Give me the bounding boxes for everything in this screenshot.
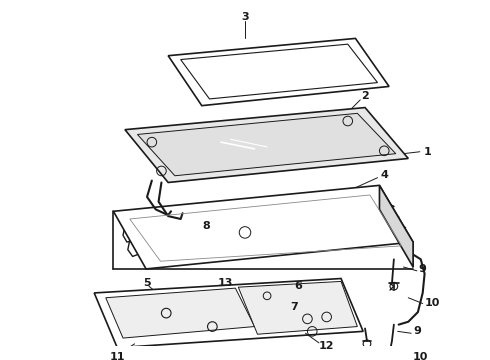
Text: 9: 9 <box>413 327 421 336</box>
Polygon shape <box>125 108 408 183</box>
Text: 10: 10 <box>425 298 440 307</box>
Text: 9: 9 <box>418 264 426 274</box>
Polygon shape <box>94 279 363 348</box>
Text: 1: 1 <box>424 147 431 157</box>
Text: 8: 8 <box>203 221 211 231</box>
Polygon shape <box>106 288 255 338</box>
Text: 7: 7 <box>290 302 298 312</box>
Text: 2: 2 <box>361 91 369 101</box>
Text: 10: 10 <box>413 352 428 360</box>
Text: 3: 3 <box>241 12 249 22</box>
Text: 4: 4 <box>380 170 388 180</box>
Text: 5: 5 <box>143 278 151 288</box>
Text: 12: 12 <box>319 341 334 351</box>
Polygon shape <box>168 39 389 105</box>
Text: 11: 11 <box>109 352 125 360</box>
Polygon shape <box>181 44 377 99</box>
Polygon shape <box>238 282 357 334</box>
Polygon shape <box>379 185 413 267</box>
Polygon shape <box>113 185 413 269</box>
Text: 6: 6 <box>294 281 302 291</box>
Text: 13: 13 <box>218 278 233 288</box>
Polygon shape <box>137 113 396 176</box>
